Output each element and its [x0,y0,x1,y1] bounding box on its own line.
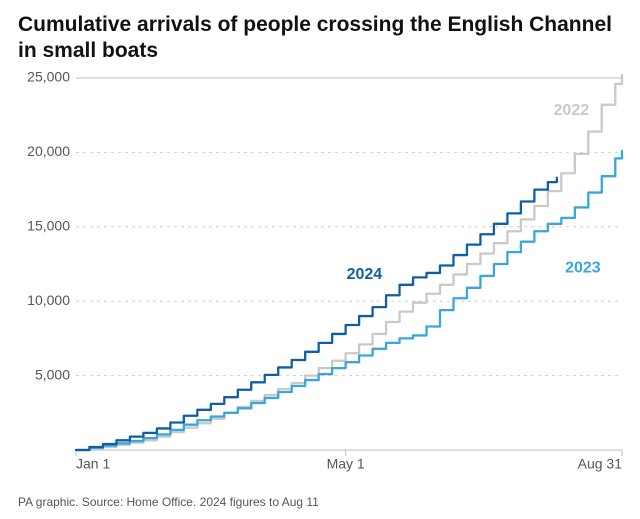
plot-area: 25,00020,00015,00010,0005,000Jan 1May 1A… [18,78,622,470]
series-line-2023 [76,151,622,450]
series-label-2022: 2022 [554,102,590,119]
series-label-2024: 2024 [347,266,383,283]
x-axis-label: Jan 1 [76,455,110,471]
series-label-2023: 2023 [565,260,601,277]
y-axis-label: 20,000 [27,143,70,159]
x-axis-label: Aug 31 [578,455,623,471]
y-axis-label: 5,000 [35,366,70,382]
series-line-2024 [76,178,557,450]
figure-root: Cumulative arrivals of people crossing t… [0,0,640,519]
chart-title: Cumulative arrivals of people crossing t… [18,12,622,63]
chart-svg: 25,00020,00015,00010,0005,000Jan 1May 1A… [18,78,622,470]
series-line-2022 [76,75,622,450]
y-axis-label: 25,000 [27,69,70,85]
source-footnote: PA graphic. Source: Home Office. 2024 fi… [18,495,319,509]
y-axis-label: 10,000 [27,292,70,308]
y-axis-label: 15,000 [27,218,70,234]
x-axis-label: May 1 [327,455,365,471]
